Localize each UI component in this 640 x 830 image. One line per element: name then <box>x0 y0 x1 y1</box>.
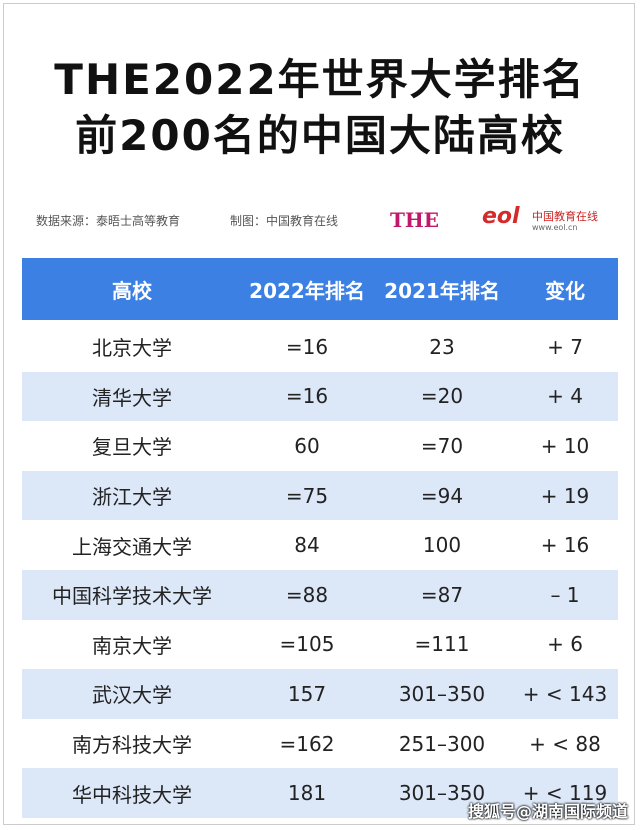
header-row: 高校 2022年排名 2021年排名 变化 <box>22 258 618 320</box>
table-cell: =75 <box>285 483 329 508</box>
table-cell: + 4 <box>547 384 583 409</box>
table-cell: 157 <box>287 681 327 706</box>
table-cell: + 6 <box>547 632 583 657</box>
table-cell: =162 <box>279 731 335 756</box>
table-cell: + 7 <box>547 334 583 359</box>
column-header: 2021年排名 <box>384 278 500 303</box>
table-row: 南方科技大学 =162 251–300 + < 88 <box>22 719 618 769</box>
table-cell: =111 <box>414 632 470 657</box>
table-cell: =88 <box>285 582 329 607</box>
title-line: THE2022年世界大学排名 <box>54 55 586 104</box>
table-cell: 60 <box>294 433 320 458</box>
table-cell: – 1 <box>550 582 580 607</box>
column-header: 变化 <box>545 278 585 303</box>
title-line: 前200名的中国大陆高校 <box>75 111 565 160</box>
table-cell: 上海交通大学 <box>72 534 192 559</box>
table-cell: 301–350 <box>398 681 486 706</box>
table-cell: =105 <box>279 632 335 657</box>
table-cell: =20 <box>420 384 464 409</box>
table-cell: + < 88 <box>529 731 601 756</box>
table-cell: + < 119 <box>522 781 608 806</box>
table-row: 上海交通大学 84 100 + 16 <box>22 520 618 570</box>
table-cell: 中国科学技术大学 <box>52 584 212 609</box>
table-cell: 浙江大学 <box>92 485 172 510</box>
table-cell: 复旦大学 <box>92 435 172 460</box>
maker: 制图：中国教育在线 <box>230 214 339 228</box>
table-cell: =16 <box>285 334 329 359</box>
column-header: 高校 <box>112 278 152 303</box>
table-row: 清华大学 =16 =20 + 4 <box>22 371 618 422</box>
table-row: 武汉大学 157 301–350 + < 143 <box>22 669 618 719</box>
table-cell: 181 <box>287 781 327 806</box>
logo-eol: eol <box>482 204 520 229</box>
watermark: 搜狐号@湖南国际频道 <box>467 802 628 821</box>
table-cell: 北京大学 <box>92 336 172 361</box>
table-row: 南京大学 =105 =111 + 6 <box>22 620 618 670</box>
table-cell: =94 <box>420 483 464 508</box>
table-row: 北京大学 =16 23 + 7 <box>22 322 618 372</box>
table-cell: 23 <box>429 334 455 359</box>
table-cell: =87 <box>420 582 464 607</box>
table-cell: 清华大学 <box>92 385 172 410</box>
table-cell: 301–350 <box>398 781 486 806</box>
table-cell: 武汉大学 <box>92 683 172 708</box>
table-row: 浙江大学 =75 =94 + 19 <box>22 470 618 521</box>
table-cell: 南京大学 <box>92 633 172 658</box>
table-cell: 84 <box>294 533 320 558</box>
frame <box>3 3 635 825</box>
table-cell: 华中科技大学 <box>72 782 192 807</box>
table-cell: 南方科技大学 <box>72 733 192 758</box>
table-cell: =16 <box>285 384 329 409</box>
table-row: 中国科学技术大学 =88 =87 – 1 <box>22 569 618 620</box>
source: 数据来源：泰晤士高等教育 <box>36 214 181 228</box>
ranking-table: 高校 2022年排名 2021年排名 变化北京大学 =16 23 + 7 清华大学 =16 =20… <box>22 258 618 818</box>
logo-eol-name: 中国教育在线 <box>532 210 598 223</box>
table-cell: 100 <box>422 533 462 558</box>
table-cell: + < 143 <box>522 681 608 706</box>
table-cell: + 10 <box>540 433 590 458</box>
logo-eol-url: www.eol.cn <box>532 223 578 232</box>
table-cell: 251–300 <box>398 731 486 756</box>
table-row: 华中科技大学 181 301–350 + < 119 <box>22 768 618 818</box>
table-row: 复旦大学 60 =70 + 10 <box>22 421 618 471</box>
column-header: 2022年排名 <box>249 278 365 303</box>
logo-the: THE <box>390 208 440 232</box>
table-cell: + 19 <box>540 483 590 508</box>
table-cell: + 16 <box>540 533 590 558</box>
table-cell: =70 <box>420 433 464 458</box>
